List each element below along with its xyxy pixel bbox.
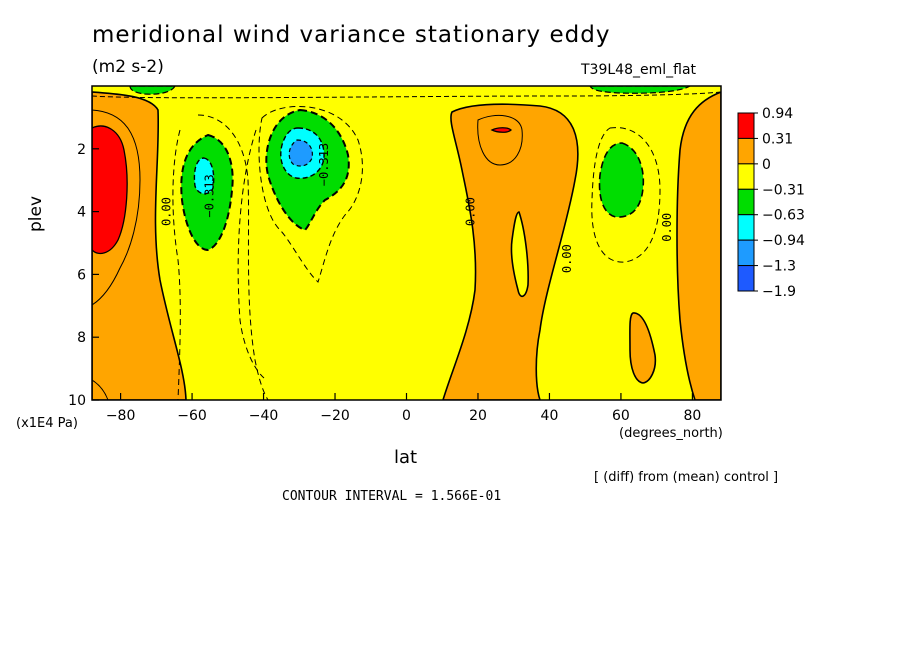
contour-interval: CONTOUR INTERVAL = 1.566E-01 [282,489,502,504]
x-axis-label: lat [394,447,418,468]
field-negative-top-left [129,86,176,95]
colorbar-swatch [737,112,755,139]
contour-line-polar-south [92,109,141,306]
x-tick-label: 60 [612,408,630,424]
field-core-central-deep [288,139,313,167]
run-label: T39L48_eml_flat [581,62,697,78]
y-axis-units: (x1E4 Pa) [16,416,78,431]
x-tick-label: 80 [683,408,701,424]
contour-label: 0.00 [463,197,477,226]
field-negative-east [598,142,645,218]
contour-line-east-outer [591,127,661,263]
x-tick-label: 0 [402,408,411,424]
contour-line-tropical-inner [477,114,523,166]
field-strong-positive-small [490,127,512,133]
contour-line-west-inner [172,129,181,400]
field-positive-tropics [442,103,579,400]
contour-label: 0.00 [160,197,174,226]
x-tick-label: −20 [320,408,350,424]
colorbar-label: 0.31 [762,131,793,147]
field-positive-north-blob [629,312,657,384]
colorbar-swatch [737,239,755,267]
contour-label: −0.313 [317,143,331,186]
x-tick-label: −40 [249,408,279,424]
colorbar-swatch [737,137,755,165]
contour-line-southpole-bottom [92,379,109,400]
field-background [92,86,721,400]
contour-line-central-outer [258,105,363,283]
y-tick-label: 10 [68,393,86,409]
colorbar-label: −0.94 [762,233,805,249]
x-tick-label: −60 [177,408,207,424]
plot-fields [92,86,721,400]
chart-title: meridional wind variance stationary eddy [92,22,611,48]
field-tropical-hole [510,211,529,298]
y-tick-label: 8 [77,330,86,346]
y-tick-label: 2 [77,142,86,158]
colorbar-swatch [737,188,755,216]
x-tick-label: 20 [469,408,487,424]
field-core-west [193,157,215,195]
colorbar-swatch [737,163,755,190]
x-axis-units: (degrees_north) [619,426,723,441]
y-tick-label: 6 [77,267,86,283]
y-tick-label: 4 [77,205,86,221]
contour-label: 0.00 [560,244,574,273]
colorbar-label: −0.31 [762,182,805,198]
contour-line-top-band [92,91,721,99]
contour-label: −0.313 [203,174,217,217]
field-positive-northpole [676,91,721,400]
field-negative-top-right [589,86,692,94]
contour-labels: 0.00 −0.313 −0.313 0.00 0.00 0.00 [160,143,674,273]
axis-ticks: −80 −60 −40 −20 0 20 40 60 80 2 4 6 8 10 [68,142,701,424]
colorbar-label: −1.9 [762,284,796,300]
colorbar-swatch [737,214,755,241]
colorbar: 0.94 0.31 0 −0.31 −0.63 −0.94 −1.3 −1.9 [737,106,805,300]
chart-units: (m2 s-2) [92,57,164,77]
colorbar-swatch [737,265,755,292]
colorbar-label: −1.3 [762,259,796,275]
x-tick-label: −80 [106,408,136,424]
contour-label: 0.00 [660,213,674,242]
diff-note: [ (diff) from (mean) control ] [594,470,779,485]
x-tick-label: 40 [541,408,559,424]
colorbar-label: 0.94 [762,106,793,122]
colorbar-label: −0.63 [762,208,805,224]
contour-line-central-far [237,129,265,379]
colorbar-label: 0 [762,157,771,173]
field-strong-positive [92,125,128,255]
contour-line-west-outer [197,114,269,400]
